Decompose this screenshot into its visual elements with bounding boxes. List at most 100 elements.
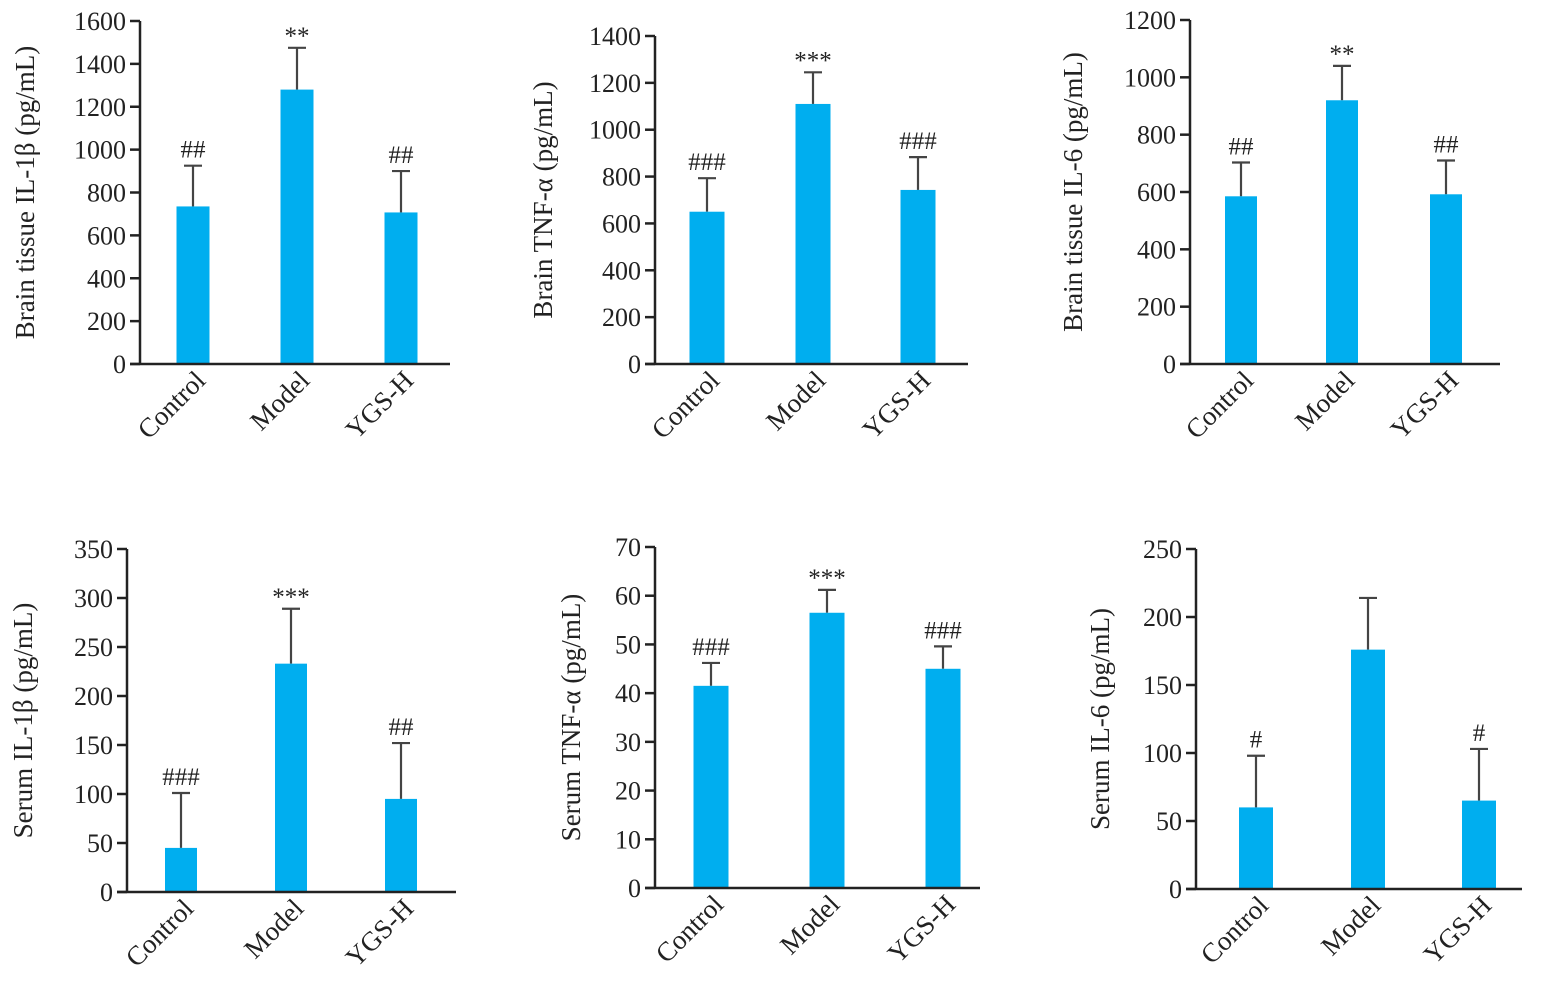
chart-panel-4: ### *** ## 0 50 100 150 200 250 300 350 Control Mode…: [8, 535, 456, 973]
significance-label-model: ***: [808, 565, 846, 592]
bar-model: [280, 89, 314, 364]
bar-control: [176, 206, 210, 364]
bar-ygs-h: [385, 798, 417, 892]
y-tick-label: 300: [74, 584, 113, 613]
x-tick-label-model: Model: [760, 365, 831, 436]
bar-model: [809, 612, 845, 888]
y-tick-label: 1400: [74, 50, 126, 79]
significance-label-control: ###: [692, 634, 730, 661]
bar-model: [795, 103, 831, 364]
y-tick-label: 0: [1163, 350, 1176, 379]
significance-label-control: ###: [688, 149, 726, 176]
y-tick-label: 600: [1137, 178, 1176, 207]
x-tick-label-control: Control: [650, 889, 730, 969]
significance-label-control: ##: [181, 137, 207, 164]
x-tick-label-control: Control: [132, 365, 212, 445]
y-tick-label: 400: [87, 264, 126, 293]
chart-panel-6: # #0 50 100 150 200 250 Control Model YGS-H Serum …: [1085, 535, 1522, 970]
x-tick-label-control: Control: [1195, 890, 1275, 970]
y-tick-label: 1000: [74, 136, 126, 165]
y-tick-label: 40: [615, 679, 641, 708]
y-tick-label: 0: [628, 874, 641, 903]
significance-label-control: ##: [1229, 133, 1255, 160]
significance-label-control: ###: [162, 764, 200, 791]
bar-control: [165, 847, 197, 892]
x-tick-label-ygs-h: YGS-H: [340, 365, 420, 445]
y-tick-label: 200: [87, 307, 126, 336]
bar-ygs-h: [900, 189, 936, 364]
bar-model: [1326, 100, 1358, 365]
y-tick-label: 1200: [1124, 6, 1176, 35]
significance-label-ygs-h: ###: [924, 617, 962, 644]
y-tick-label: 1000: [589, 116, 641, 145]
y-tick-label: 800: [1137, 121, 1176, 150]
chart-panel-5: ### *** ### 0 10 20 30 40 50 60 70 Control Model YGS-…: [556, 533, 980, 969]
y-tick-label: 50: [615, 630, 641, 659]
bar-model: [275, 663, 307, 892]
y-tick-label: 0: [113, 350, 126, 379]
y-tick-label: 250: [1143, 535, 1182, 564]
y-axis-label: Brain tissue IL-1β (pg/mL): [10, 46, 40, 339]
chart-panel-2: ### *** ### 0 200 400 600 800 1000 1200 1400 Contro…: [528, 22, 968, 445]
significance-label-ygs-h: ##: [389, 714, 415, 741]
y-tick-label: 20: [615, 777, 641, 806]
y-tick-label: 1600: [74, 7, 126, 36]
y-tick-label: 800: [87, 179, 126, 208]
x-tick-label-ygs-h: YGS-H: [1418, 890, 1498, 970]
y-tick-label: 50: [87, 829, 113, 858]
significance-label-model: **: [1330, 41, 1355, 68]
significance-label-ygs-h: ##: [1434, 131, 1460, 158]
bar-ygs-h: [384, 212, 418, 364]
bar-control: [693, 685, 729, 888]
significance-label-ygs-h: #: [1473, 720, 1486, 747]
significance-label-ygs-h: ##: [389, 142, 415, 169]
y-tick-label: 200: [1137, 293, 1176, 322]
y-axis-label: Brain tissue IL-6 (pg/mL): [1058, 52, 1088, 332]
x-tick-label-control: Control: [120, 893, 200, 973]
y-axis-label: Serum IL-1β (pg/mL): [8, 603, 38, 839]
x-tick-label-model: Model: [1315, 890, 1386, 961]
significance-label-control: #: [1250, 727, 1263, 754]
significance-label-model: ***: [272, 584, 310, 611]
y-tick-label: 30: [615, 728, 641, 757]
y-tick-label: 0: [628, 350, 641, 379]
y-tick-label: 400: [1137, 235, 1176, 264]
bar-ygs-h: [925, 668, 961, 888]
y-axis-label: Serum IL-6 (pg/mL): [1085, 608, 1115, 830]
x-tick-label-ygs-h: YGS-H: [882, 889, 962, 969]
y-tick-label: 1200: [74, 93, 126, 122]
y-tick-label: 60: [615, 582, 641, 611]
bar-ygs-h: [1430, 194, 1462, 364]
y-tick-label: 1400: [589, 22, 641, 51]
x-tick-label-control: Control: [1180, 365, 1260, 445]
y-tick-label: 0: [100, 878, 113, 907]
x-tick-label-model: Model: [1289, 365, 1360, 436]
significance-label-model: ***: [794, 47, 832, 74]
y-tick-label: 100: [1143, 739, 1182, 768]
y-tick-label: 50: [1156, 807, 1182, 836]
x-tick-label-control: Control: [646, 365, 726, 445]
bar-ygs-h: [1462, 800, 1496, 889]
bar-control: [1239, 807, 1273, 889]
x-tick-label-model: Model: [238, 893, 309, 964]
y-tick-label: 350: [74, 535, 113, 564]
chart-panel-1: ## ** ## 0 200 400 600 800 1000 1200 1400 1600 Contr…: [10, 7, 450, 445]
y-tick-label: 0: [1169, 875, 1182, 904]
x-tick-label-model: Model: [244, 365, 315, 436]
y-tick-label: 10: [615, 825, 641, 854]
y-tick-label: 100: [74, 780, 113, 809]
y-tick-label: 1000: [1124, 63, 1176, 92]
y-tick-label: 400: [602, 256, 641, 285]
y-tick-label: 200: [602, 303, 641, 332]
x-tick-label-ygs-h: YGS-H: [340, 893, 420, 973]
bar-control: [1225, 196, 1257, 364]
significance-label-ygs-h: ###: [899, 128, 937, 155]
y-tick-label: 1200: [589, 69, 641, 98]
y-tick-label: 600: [602, 209, 641, 238]
x-tick-label-ygs-h: YGS-H: [857, 365, 937, 445]
x-tick-label-ygs-h: YGS-H: [1385, 365, 1465, 445]
y-tick-label: 200: [1143, 603, 1182, 632]
y-tick-label: 150: [1143, 671, 1182, 700]
significance-label-model: **: [285, 23, 310, 50]
